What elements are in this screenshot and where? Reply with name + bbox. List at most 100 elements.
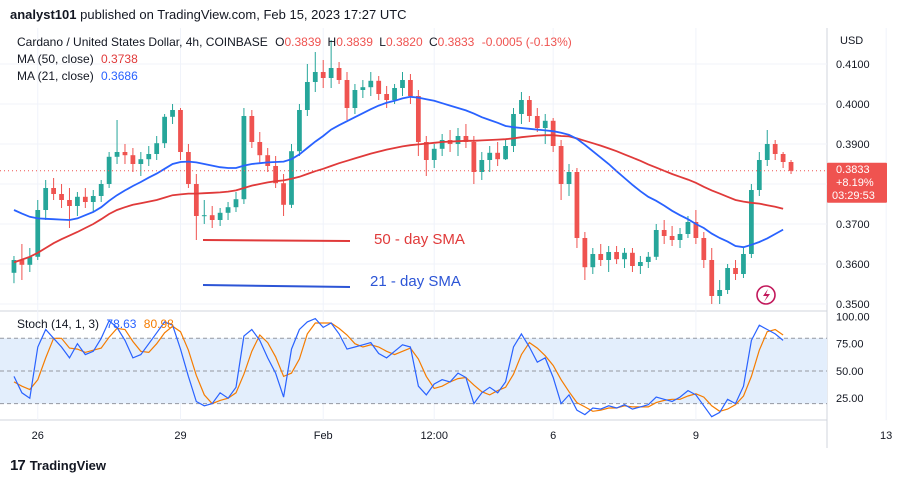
candle-body: [574, 172, 580, 238]
candle-body: [233, 199, 239, 208]
price-tag-change: +8.19%: [836, 177, 874, 189]
candle-body: [463, 136, 469, 142]
open-label: O: [275, 35, 284, 49]
stoch-lines-group: [13, 317, 784, 418]
candle-body: [741, 254, 746, 274]
candle-body: [622, 252, 627, 260]
stoch-k-line: [13, 317, 784, 418]
price-tick-label: 0.3600: [836, 259, 870, 271]
ma21-value: 0.3686: [101, 69, 138, 83]
candle-body: [566, 172, 572, 184]
author-name[interactable]: analyst101: [10, 7, 77, 22]
svg-text:MA (50, close) 0.3738: MA (50, close) 0.3738: [17, 52, 138, 66]
high-value: 0.3839: [336, 35, 373, 49]
candle-body: [630, 252, 635, 266]
candle-body: [542, 120, 548, 128]
stoch-k-value: 78.63: [106, 317, 136, 331]
ma50-line: [13, 134, 784, 264]
candle-body: [582, 238, 588, 268]
currency-label: USD: [840, 35, 863, 47]
candle-body: [67, 200, 72, 206]
candle-body: [312, 72, 318, 82]
candle-body: [431, 148, 437, 160]
candle-body: [114, 152, 120, 157]
candle-body: [772, 144, 778, 154]
candle-body: [606, 252, 612, 260]
candle-body: [201, 215, 207, 217]
time-tick-label: 29: [174, 430, 186, 442]
tradingview-logo: 17: [10, 457, 26, 474]
tradingview-brand: TradingView: [29, 458, 107, 473]
candle-body: [43, 188, 49, 210]
candle-body: [701, 238, 707, 260]
candle-body: [11, 260, 17, 273]
candle-body: [376, 80, 382, 94]
candle-body: [756, 160, 762, 190]
candle-body: [669, 236, 675, 240]
candle-body: [392, 88, 397, 100]
candle-body: [788, 162, 794, 171]
symbol-label: Cardano / United States Dollar, 4h, COIN…: [17, 35, 268, 49]
candle-body: [725, 268, 730, 290]
candle-body: [685, 222, 691, 234]
candle-body: [693, 222, 699, 238]
time-tick-label: 13: [880, 430, 892, 442]
stoch-d-line: [13, 322, 784, 412]
price-tick-label: 0.4000: [836, 99, 870, 111]
candle-body: [511, 114, 516, 146]
candle-body: [780, 154, 786, 162]
price-tick-label: 0.3700: [836, 219, 870, 231]
candle-body: [661, 230, 667, 236]
low-label: L: [379, 35, 386, 49]
candle-body: [384, 94, 390, 100]
candle-body: [717, 290, 723, 296]
lightning-icon[interactable]: [756, 285, 776, 305]
candle-body: [487, 152, 493, 160]
time-tick-label: 9: [693, 430, 699, 442]
time-tick-label: 26: [32, 430, 44, 442]
price-tick-label: 0.3900: [836, 139, 870, 151]
candle-body: [217, 212, 223, 220]
current-price-tag[interactable]: 0.3833 +8.19% 03:29:53: [827, 162, 887, 203]
candle-body: [186, 152, 191, 184]
candle-body: [733, 268, 738, 274]
candle-body: [170, 110, 175, 117]
change-value: -0.0005 (-0.13%): [482, 35, 572, 49]
ma50-label: MA (50, close): [17, 52, 94, 66]
footer-brand[interactable]: 17 TradingView: [10, 457, 106, 474]
candle-body: [146, 154, 152, 160]
main-pane[interactable]: [0, 28, 827, 310]
time-tick-label: 12:00: [420, 430, 448, 442]
candle-body: [193, 184, 199, 216]
publish-header: analyst101 published on TradingView.com,…: [10, 7, 407, 22]
sma50-annotation-line: [202, 239, 351, 242]
price-tag-countdown: 03:29:53: [832, 190, 875, 202]
candle-body: [273, 166, 279, 184]
stoch-tick-label: 75.00: [836, 339, 864, 351]
candle-body: [51, 188, 56, 194]
candle-body: [645, 256, 651, 262]
candle-body: [415, 96, 421, 142]
price-tag-price: 0.3833: [836, 164, 870, 176]
candle-body: [503, 146, 508, 160]
close-value: 0.3833: [438, 35, 475, 49]
sma21-annotation-text: 21 - day SMA: [370, 273, 461, 290]
open-value: 0.3839: [284, 35, 321, 49]
price-axis-pane[interactable]: [827, 28, 900, 450]
candle-body: [336, 68, 342, 80]
candle-body: [368, 80, 374, 88]
candle-body: [519, 100, 524, 114]
candle-body: [344, 80, 350, 108]
candle-body: [638, 262, 643, 266]
candle-body: [495, 152, 501, 160]
published-text: published on TradingView.com, Feb 15, 20…: [80, 7, 407, 22]
time-tick-label: 6: [550, 430, 556, 442]
candle-body: [265, 155, 271, 166]
candles-group: [11, 40, 794, 304]
stoch-tick-label: 100.00: [836, 311, 870, 323]
candle-body: [352, 90, 358, 108]
time-tick-label: Feb: [314, 430, 333, 442]
price-tick-label: 0.3500: [836, 299, 870, 311]
ma50-value: 0.3738: [101, 52, 138, 66]
